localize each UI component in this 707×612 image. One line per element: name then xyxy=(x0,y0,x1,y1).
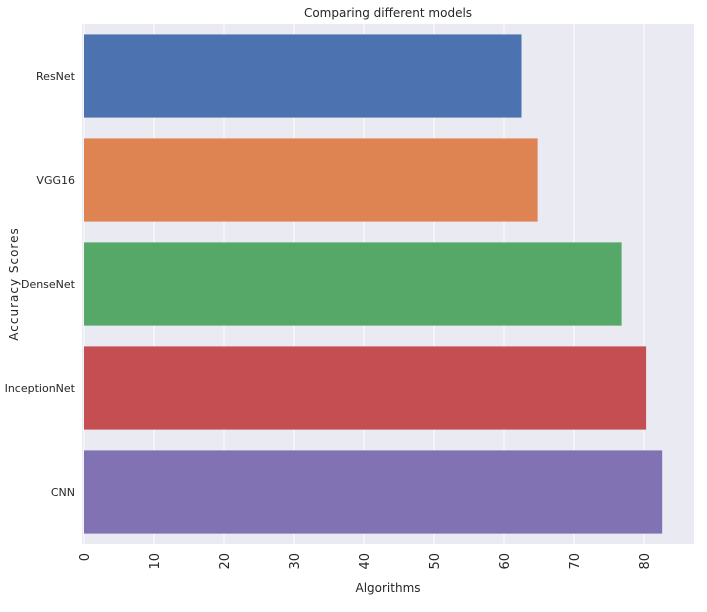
x-tick-label: 60 xyxy=(498,553,513,570)
bars xyxy=(84,34,663,534)
bar-cnn xyxy=(84,450,663,534)
x-tick-label: 30 xyxy=(288,553,303,570)
bar-resnet xyxy=(84,34,522,118)
x-tick-labels: 0 10 20 30 40 50 60 70 80 xyxy=(78,553,653,570)
category-label: ResNet xyxy=(36,70,76,83)
x-tick-label: 40 xyxy=(358,553,373,570)
x-tick-label: 0 xyxy=(78,553,93,561)
category-labels: ResNet VGG16 DenseNet InceptionNet CNN xyxy=(5,70,76,499)
bar-vgg16 xyxy=(84,138,538,222)
x-tick-label: 80 xyxy=(638,553,653,570)
x-tick-label: 50 xyxy=(428,553,443,570)
category-label: InceptionNet xyxy=(5,382,76,395)
bar-densenet xyxy=(84,242,622,326)
category-label: VGG16 xyxy=(36,174,75,187)
chart-title: Comparing different models xyxy=(304,6,472,20)
bar-inceptionnet xyxy=(84,346,647,430)
x-tick-label: 70 xyxy=(568,553,583,570)
x-tick-label: 10 xyxy=(148,553,163,570)
x-axis-label: Algorithms xyxy=(355,581,420,595)
x-tick-label: 20 xyxy=(218,553,233,570)
y-axis-label: Accuracy Scores xyxy=(7,227,21,340)
category-label: CNN xyxy=(51,486,75,499)
category-label: DenseNet xyxy=(21,278,76,291)
